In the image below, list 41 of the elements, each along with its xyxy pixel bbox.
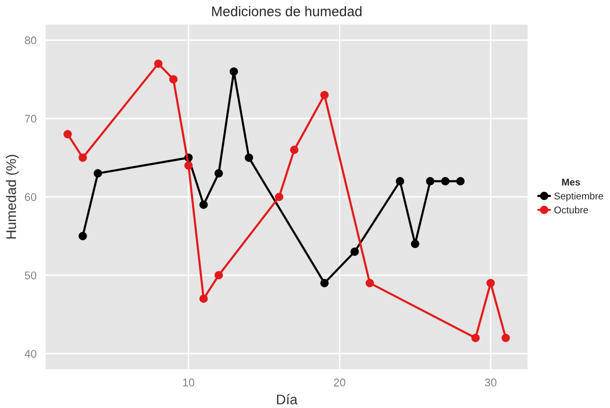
y-tick-label: 60 — [24, 193, 36, 201]
legend-label: Septiembre — [554, 192, 604, 202]
y-tick-label: 70 — [24, 114, 36, 123]
point — [486, 278, 495, 288]
point — [320, 278, 329, 288]
y-tick-label: 40 — [24, 350, 36, 358]
point — [320, 90, 329, 100]
point — [350, 248, 359, 256]
point — [94, 169, 102, 178]
point — [199, 200, 208, 209]
point — [169, 75, 178, 84]
point — [366, 278, 374, 288]
point — [184, 161, 193, 170]
point — [214, 169, 223, 178]
point — [214, 271, 223, 280]
x-axis-title: Día — [277, 394, 298, 404]
chart-title: Mediciones de humedad — [212, 6, 362, 16]
point — [63, 130, 72, 138]
point — [244, 154, 254, 162]
point — [78, 154, 87, 162]
y-axis-title: Humedad (%) — [6, 154, 19, 239]
legend-title: Mes — [562, 178, 580, 186]
point — [274, 192, 284, 202]
point — [199, 294, 208, 303]
y-tick-label: 50 — [24, 271, 36, 280]
point — [154, 59, 162, 68]
point — [471, 334, 480, 342]
point — [426, 177, 434, 186]
point — [441, 177, 450, 186]
x-tick-label: 20 — [334, 378, 346, 386]
x-tick-label: 30 — [484, 378, 496, 386]
y-tick-label: 80 — [24, 36, 36, 44]
point — [230, 67, 238, 76]
legend-label: Octubre — [554, 206, 588, 214]
point — [456, 177, 465, 186]
point — [502, 334, 510, 342]
point — [410, 240, 420, 248]
point — [396, 177, 404, 186]
point — [78, 232, 87, 240]
point — [290, 146, 298, 154]
x-tick-label: 10 — [183, 378, 194, 386]
